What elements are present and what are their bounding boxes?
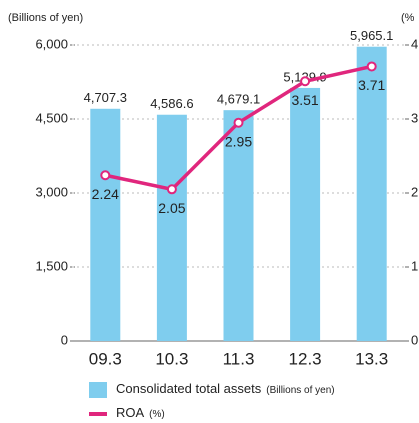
bar-value-label: 4,707.3	[84, 90, 127, 105]
line-point	[233, 117, 244, 128]
y-tick-label: 3,000	[35, 184, 68, 199]
bar-value-label: 5,965.1	[350, 28, 393, 43]
legend-name: Consolidated total assets	[116, 381, 262, 396]
line-point	[100, 170, 111, 181]
legend-label: ROA (%)	[116, 405, 165, 420]
legend-label: Consolidated total assets (Billions of ye…	[116, 381, 335, 396]
x-tick-label: 12.3	[289, 349, 322, 368]
legend-name: ROA	[116, 405, 145, 420]
bar-value-label: 4,679.1	[217, 92, 260, 107]
line-point	[366, 61, 377, 72]
y-tick-label: 1,500	[35, 258, 68, 273]
y2-tick-label: 3	[411, 110, 418, 125]
x-tick-label: 09.3	[89, 349, 122, 368]
y-axis-title: (Billions of yen)	[8, 12, 83, 24]
y2-tick-label: 0	[411, 332, 418, 347]
bar	[156, 114, 187, 342]
line-value-label: 3.51	[291, 92, 318, 108]
legend-unit: (%)	[149, 409, 165, 420]
bar	[223, 110, 254, 341]
y2-tick-label: 1	[411, 258, 418, 273]
bar-value-label: 4,586.6	[150, 96, 193, 111]
y2-tick-label: 2	[411, 184, 418, 199]
legend-unit: (Billions of yen)	[266, 385, 334, 396]
legend-swatch	[89, 382, 107, 398]
x-tick-label: 11.3	[223, 349, 255, 368]
line-value-label: 2.05	[158, 200, 185, 216]
line-point	[166, 184, 177, 195]
y-tick-label: 6,000	[35, 36, 68, 51]
x-tick-label: 13.3	[355, 349, 388, 368]
line-value-label: 2.95	[225, 133, 252, 149]
bar	[90, 108, 121, 342]
line-point	[300, 76, 311, 87]
line-value-label: 2.24	[92, 186, 119, 202]
x-tick-label: 10.3	[155, 349, 188, 368]
y2-tick-label: 4	[411, 36, 418, 51]
bar	[290, 87, 321, 342]
bar	[356, 46, 387, 341]
y-tick-label: 0	[61, 332, 68, 347]
y2-axis-title: (%	[401, 12, 415, 24]
y-tick-label: 4,500	[35, 110, 68, 125]
line-value-label: 3.71	[358, 77, 385, 93]
